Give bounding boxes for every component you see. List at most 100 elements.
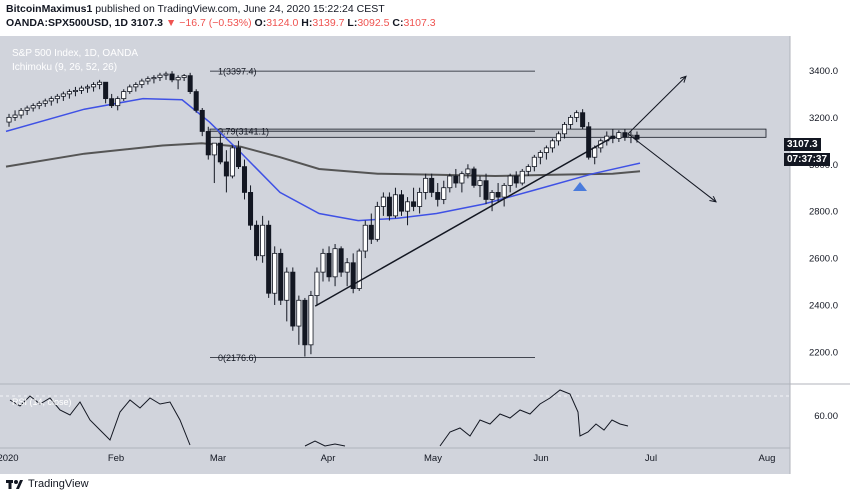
candle-body — [36, 102, 42, 107]
footer-brand-text: TradingView — [28, 478, 89, 490]
candle-body — [326, 252, 332, 278]
osc-line-segment — [439, 389, 629, 447]
candle — [495, 183, 501, 202]
candle-body — [356, 250, 362, 289]
footer-brand[interactable]: TradingView — [6, 478, 89, 490]
y-tick-label: 2200.0 — [809, 347, 838, 358]
candle-body — [103, 81, 109, 100]
candle-body — [586, 126, 592, 158]
candle — [72, 86, 78, 97]
candle-body — [616, 132, 622, 139]
candle-body — [374, 206, 380, 240]
candle — [157, 72, 163, 82]
candle — [211, 142, 217, 184]
indicator-legend: Ichimoku (9, 26, 52, 26) — [12, 62, 117, 73]
symbol-name[interactable]: OANDA:SPX500USD, 1D — [6, 17, 128, 29]
candle — [78, 85, 84, 94]
x-tick-label: May — [424, 453, 442, 464]
candle-body — [320, 252, 326, 273]
candle — [441, 180, 447, 205]
x-tick-label: Apr — [321, 453, 336, 464]
candle-body — [66, 91, 72, 95]
candle — [314, 267, 320, 305]
candle-body — [175, 77, 181, 81]
x-tick-label: Mar — [210, 453, 226, 464]
candle-body — [411, 201, 417, 207]
candle — [308, 290, 314, 355]
candle — [284, 267, 290, 322]
candle-body — [12, 114, 18, 118]
candle — [622, 129, 628, 141]
candle-body — [97, 81, 103, 85]
candle-body — [223, 161, 229, 177]
candle-body — [157, 74, 163, 78]
candle-body — [6, 116, 12, 123]
candle-body — [235, 147, 241, 168]
candle — [574, 110, 580, 123]
candle — [91, 82, 97, 92]
candle — [580, 109, 586, 130]
candle — [507, 173, 513, 193]
candle — [60, 91, 66, 101]
candle — [356, 248, 362, 291]
oscillator-legend: RSI (14, close) — [12, 397, 72, 407]
author-name[interactable]: BitcoinMaximus1 — [6, 3, 93, 15]
candle-body — [187, 75, 193, 92]
candle — [266, 220, 272, 298]
candle — [392, 187, 398, 219]
candle-body — [435, 192, 441, 200]
tradingview-logo-icon — [6, 480, 23, 489]
candle-body — [525, 166, 531, 172]
candle — [127, 84, 133, 94]
candle — [302, 297, 308, 357]
candle — [248, 185, 254, 230]
publish-info: published on TradingView.com, June 24, 2… — [95, 3, 385, 15]
x-tick-label: Jul — [645, 453, 657, 464]
price-change: ▼ −16.7 (−0.53%) — [165, 17, 252, 29]
candle — [562, 122, 568, 139]
candle-body — [85, 86, 91, 89]
candle — [205, 126, 211, 160]
candle — [465, 164, 471, 179]
candle-body — [115, 98, 121, 107]
candle — [429, 173, 435, 198]
candle-body — [314, 271, 320, 296]
candle-body — [91, 84, 97, 88]
candle-body — [513, 175, 519, 184]
candle-body — [139, 80, 145, 85]
candle — [12, 110, 18, 121]
publish-header: BitcoinMaximus1 published on TradingView… — [6, 3, 385, 15]
candle-body — [42, 100, 48, 104]
candle-body — [465, 168, 471, 175]
candle — [175, 75, 181, 90]
candle-body — [622, 132, 628, 138]
candle-body — [296, 299, 302, 327]
ascending-trendline — [314, 135, 615, 307]
candle — [36, 100, 42, 110]
candle — [447, 173, 453, 193]
candle — [489, 190, 495, 212]
candle — [290, 267, 296, 331]
candle — [272, 246, 278, 305]
high-value: 3139.7 — [312, 17, 345, 29]
candle-body — [266, 224, 272, 294]
candle-body — [338, 248, 344, 273]
candle-body — [398, 194, 405, 212]
close-label: C: — [392, 17, 404, 29]
candle-body — [447, 175, 453, 189]
candle — [48, 96, 54, 106]
candle-body — [109, 98, 115, 107]
candle — [568, 115, 574, 130]
candle — [229, 145, 235, 179]
bullish-arrow — [627, 76, 686, 135]
candle — [326, 246, 332, 282]
candle — [54, 93, 60, 104]
candle — [543, 145, 549, 160]
candle-body — [24, 107, 30, 111]
candle-body — [592, 147, 598, 158]
candle — [235, 140, 241, 169]
candle-body — [181, 75, 187, 78]
candle-body — [423, 177, 429, 193]
candle — [181, 74, 187, 82]
